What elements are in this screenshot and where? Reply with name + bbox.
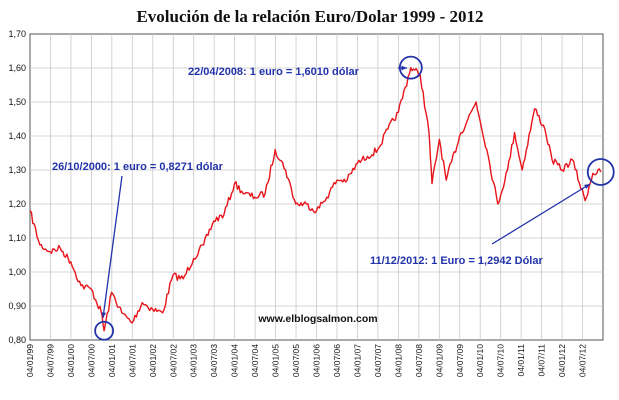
annotation-circle [94,320,115,341]
y-tick-label: 1,20 [8,199,26,209]
x-tick-label: 04/01/11 [516,344,526,377]
x-tick-label: 04/07/06 [332,344,342,377]
x-tick-label: 04/07/09 [455,344,465,377]
x-tick-label: 04/01/07 [352,344,362,377]
x-tick-label: 04/01/00 [66,344,76,377]
gridlines [30,34,603,340]
x-tick-label: 04/07/05 [291,344,301,377]
annotation-label: 22/04/2008: 1 euro = 1,6010 dólar [188,66,360,78]
y-tick-label: 0,80 [8,335,26,345]
x-tick-label: 04/01/09 [434,344,444,377]
x-tick-label: 04/07/04 [250,344,260,377]
annotation-label: 11/12/2012: 1 Euro = 1,2942 Dólar [370,255,543,267]
y-tick-label: 0,90 [8,301,26,311]
y-tick-label: 1,50 [8,97,26,107]
x-tick-label: 04/01/10 [475,344,485,377]
x-tick-label: 04/01/05 [271,344,281,377]
annotation-circle [586,158,615,186]
y-tick-label: 1,70 [8,29,26,39]
annotation-arrowhead [401,65,407,71]
y-axis: 1,70 1,60 1,50 1,40 1,30 1,20 1,10 1,00 0,90 0,80 [8,29,26,345]
x-tick-label: 04/07/12 [578,344,588,377]
x-tick-label: 04/01/03 [189,344,199,377]
annotation-arrowhead [584,184,590,189]
x-tick-label: 04/07/01 [127,344,137,377]
y-tick-label: 1,40 [8,131,26,141]
x-tick-label: 04/01/01 [107,344,117,377]
x-tick-label: 04/01/06 [312,344,322,377]
x-axis: 04/01/99 04/07/99 04/01/00 04/07/00 04/01/01… [25,344,588,377]
x-tick-label: 04/01/99 [25,344,35,377]
y-tick-label: 1,60 [8,63,26,73]
y-tick-label: 1,10 [8,233,26,243]
x-tick-label: 04/07/02 [168,344,178,377]
x-tick-label: 04/01/08 [393,344,403,377]
series-group [29,67,602,332]
x-tick-label: 04/07/10 [496,344,506,377]
x-tick-label: 04/07/03 [209,344,219,377]
series-line [29,67,602,332]
watermark-text: www.elblogsalmon.com [257,313,377,325]
x-tick-label: 04/01/02 [148,344,158,377]
x-tick-label: 04/07/11 [537,344,547,377]
annotation-arrowhead [101,312,107,318]
y-tick-label: 1,30 [8,165,26,175]
x-tick-label: 04/07/99 [45,344,55,377]
x-tick-label: 04/07/07 [373,344,383,377]
annotation-label: 26/10/2000: 1 euro = 0,8271 dólar [52,161,224,173]
x-tick-label: 04/07/08 [414,344,424,377]
annotations: 26/10/2000: 1 euro = 0,8271 dólar 22/04/2… [52,55,615,341]
y-tick-label: 1,00 [8,267,26,277]
x-tick-label: 04/01/04 [230,344,240,377]
annotation-arrow [102,175,123,319]
x-tick-label: 04/07/00 [86,344,96,377]
annotation-arrow [491,183,591,245]
x-tick-label: 04/01/12 [557,344,567,377]
chart-title: Evolución de la relación Euro/Dolar 1999… [136,7,483,26]
